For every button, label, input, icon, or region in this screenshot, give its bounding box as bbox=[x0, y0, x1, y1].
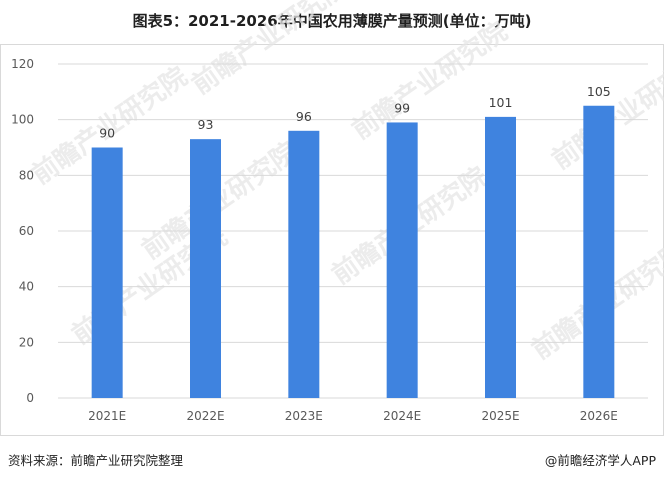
data-label: 96 bbox=[296, 109, 312, 124]
data-label: 105 bbox=[587, 84, 611, 99]
x-tick-label: 2024E bbox=[383, 409, 421, 423]
bar bbox=[190, 139, 221, 398]
y-tick-label: 80 bbox=[19, 168, 34, 182]
data-label: 90 bbox=[99, 126, 115, 141]
y-tick-label: 0 bbox=[26, 391, 34, 405]
x-tick-label: 2022E bbox=[186, 409, 224, 423]
x-tick-label: 2026E bbox=[580, 409, 618, 423]
bars-layer bbox=[91, 105, 615, 399]
x-tick-label: 2021E bbox=[88, 409, 126, 423]
bar bbox=[288, 130, 320, 399]
y-tick-label: 100 bbox=[11, 113, 34, 127]
source-note: 资料来源：前瞻产业研究院整理 bbox=[8, 453, 184, 468]
x-tick-label: 2025E bbox=[481, 409, 519, 423]
bar bbox=[583, 105, 615, 398]
bar bbox=[386, 122, 418, 398]
x-tick-label: 2023E bbox=[285, 409, 323, 423]
y-tick-label: 60 bbox=[19, 224, 34, 238]
bar bbox=[485, 116, 516, 398]
y-tick-label: 120 bbox=[11, 57, 34, 71]
credit-note: @前瞻经济学人APP bbox=[544, 453, 656, 468]
data-label: 93 bbox=[198, 117, 214, 132]
data-label: 99 bbox=[394, 100, 410, 115]
chart-title: 图表5：2021-2026年中国农用薄膜产量预测(单位：万吨) bbox=[132, 12, 532, 30]
labels-layer: 90 2021E 93 2022E 96 2023E 99 2024E 101 2025E 105 2… bbox=[88, 84, 618, 423]
watermark-text: 前瞻产业研究院 bbox=[186, 0, 353, 101]
y-tick-label: 40 bbox=[19, 280, 34, 294]
data-label: 101 bbox=[489, 95, 513, 110]
grid-layer: 0 20 40 60 80 100 120 bbox=[11, 57, 648, 405]
bar bbox=[91, 147, 123, 398]
footer: 资料来源：前瞻产业研究院整理 @前瞻经济学人APP bbox=[8, 450, 656, 469]
y-tick-label: 20 bbox=[19, 335, 34, 349]
